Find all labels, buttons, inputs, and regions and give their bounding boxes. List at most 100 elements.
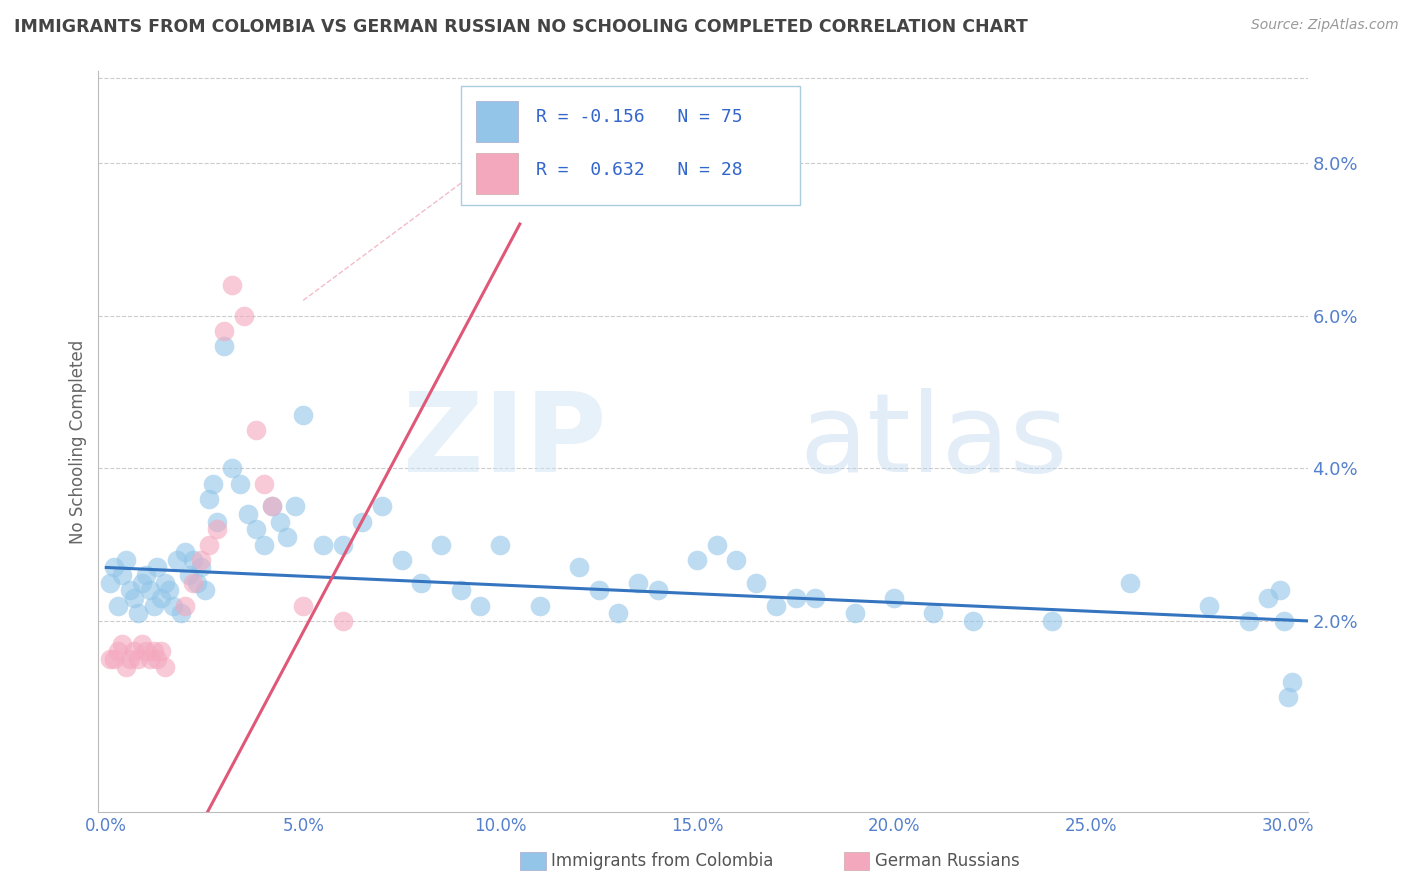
Text: R =  0.632   N = 28: R = 0.632 N = 28 (536, 161, 742, 178)
Point (118, 652, 141, 666)
Point (174, 599, 197, 613)
Point (194, 583, 217, 598)
Point (177, 568, 200, 582)
Text: Immigrants from Colombia: Immigrants from Colombia (551, 852, 773, 870)
Point (127, 652, 149, 666)
Point (162, 599, 184, 613)
Point (118, 583, 141, 598)
Point (111, 568, 134, 582)
Point (371, 500, 394, 514)
Point (607, 607, 630, 621)
Point (142, 599, 165, 613)
Point (214, 324, 236, 338)
Point (181, 553, 204, 567)
Point (1198, 599, 1220, 613)
Point (883, 591, 905, 605)
Point (103, 652, 125, 666)
Point (411, 575, 433, 590)
Point (785, 591, 807, 605)
Point (1237, 614, 1260, 628)
Point (166, 553, 188, 567)
Point (107, 599, 129, 613)
Text: German Russians: German Russians (875, 852, 1019, 870)
Point (155, 575, 177, 590)
Point (588, 583, 610, 598)
Point (489, 538, 512, 552)
Point (686, 553, 709, 567)
Point (253, 476, 276, 491)
Point (352, 515, 374, 529)
Point (205, 522, 228, 536)
Point (174, 545, 197, 559)
Point (529, 599, 551, 613)
Point (122, 591, 145, 605)
Point (391, 553, 413, 567)
Point (107, 644, 129, 658)
Point (470, 599, 492, 613)
Point (765, 599, 787, 613)
Point (804, 591, 827, 605)
Point (201, 476, 224, 491)
Point (706, 538, 728, 552)
Point (98, 575, 121, 590)
Point (181, 575, 204, 590)
Point (1119, 575, 1142, 590)
Point (292, 408, 315, 422)
Point (1281, 675, 1303, 690)
Point (197, 538, 219, 552)
Point (276, 530, 298, 544)
Point (568, 560, 591, 574)
Point (131, 575, 153, 590)
Point (430, 538, 453, 552)
FancyBboxPatch shape (461, 87, 800, 204)
Point (190, 553, 212, 567)
Point (1277, 690, 1299, 705)
Point (962, 614, 984, 628)
Point (1272, 614, 1295, 628)
Point (103, 560, 125, 574)
FancyBboxPatch shape (475, 101, 517, 142)
Point (332, 614, 354, 628)
Point (146, 560, 169, 574)
Point (138, 652, 160, 666)
Point (138, 583, 160, 598)
Point (260, 500, 283, 514)
Point (98, 652, 121, 666)
Point (205, 515, 228, 529)
Point (197, 491, 219, 506)
Point (115, 553, 138, 567)
Point (135, 568, 157, 582)
Point (115, 659, 138, 673)
Point (186, 575, 208, 590)
Point (284, 500, 307, 514)
Point (312, 538, 335, 552)
Point (229, 476, 252, 491)
Point (245, 423, 267, 437)
Point (221, 461, 243, 475)
Point (627, 575, 650, 590)
Point (135, 644, 157, 658)
Point (131, 637, 153, 651)
Point (647, 583, 669, 598)
Point (725, 553, 748, 567)
Point (214, 339, 236, 353)
Point (146, 652, 169, 666)
Point (332, 538, 354, 552)
Point (922, 607, 945, 621)
Point (122, 644, 145, 658)
Point (236, 507, 259, 521)
Point (1257, 591, 1279, 605)
Point (844, 607, 866, 621)
Point (155, 659, 177, 673)
Point (150, 591, 173, 605)
Text: IMMIGRANTS FROM COLOMBIA VS GERMAN RUSSIAN NO SCHOOLING COMPLETED CORRELATION CH: IMMIGRANTS FROM COLOMBIA VS GERMAN RUSSI… (14, 18, 1028, 36)
Point (150, 644, 173, 658)
Y-axis label: No Schooling Completed: No Schooling Completed (69, 340, 87, 543)
Point (292, 599, 315, 613)
Point (233, 309, 256, 323)
Point (170, 607, 193, 621)
Point (1040, 614, 1063, 628)
Point (745, 575, 768, 590)
Point (157, 583, 180, 598)
Text: atlas: atlas (800, 388, 1069, 495)
